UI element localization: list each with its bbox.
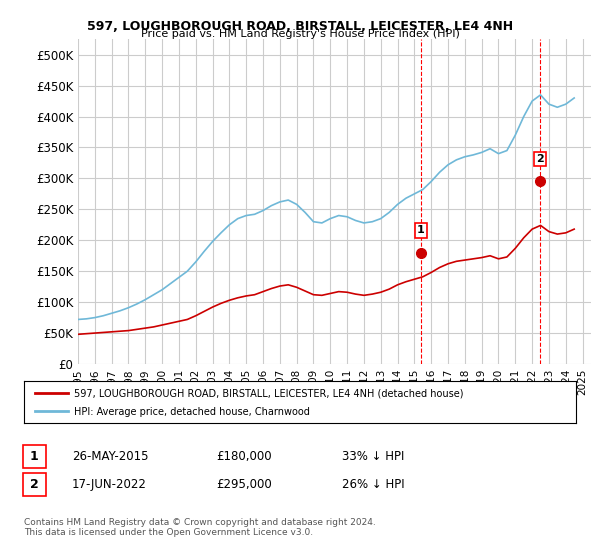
Text: 1: 1	[417, 225, 425, 235]
Text: 26% ↓ HPI: 26% ↓ HPI	[342, 478, 404, 491]
Text: Contains HM Land Registry data © Crown copyright and database right 2024.
This d: Contains HM Land Registry data © Crown c…	[24, 518, 376, 538]
Text: £295,000: £295,000	[216, 478, 272, 491]
Text: 26-MAY-2015: 26-MAY-2015	[72, 450, 149, 463]
Text: £180,000: £180,000	[216, 450, 272, 463]
Text: 2: 2	[536, 154, 544, 164]
Text: 597, LOUGHBOROUGH ROAD, BIRSTALL, LEICESTER, LE4 4NH (detached house): 597, LOUGHBOROUGH ROAD, BIRSTALL, LEICES…	[74, 389, 463, 398]
Text: 2: 2	[30, 478, 38, 491]
Text: 33% ↓ HPI: 33% ↓ HPI	[342, 450, 404, 463]
Text: 597, LOUGHBOROUGH ROAD, BIRSTALL, LEICESTER, LE4 4NH: 597, LOUGHBOROUGH ROAD, BIRSTALL, LEICES…	[87, 20, 513, 32]
Text: 17-JUN-2022: 17-JUN-2022	[72, 478, 147, 491]
Text: HPI: Average price, detached house, Charnwood: HPI: Average price, detached house, Char…	[74, 407, 310, 417]
Text: Price paid vs. HM Land Registry's House Price Index (HPI): Price paid vs. HM Land Registry's House …	[140, 29, 460, 39]
Text: 1: 1	[30, 450, 38, 463]
